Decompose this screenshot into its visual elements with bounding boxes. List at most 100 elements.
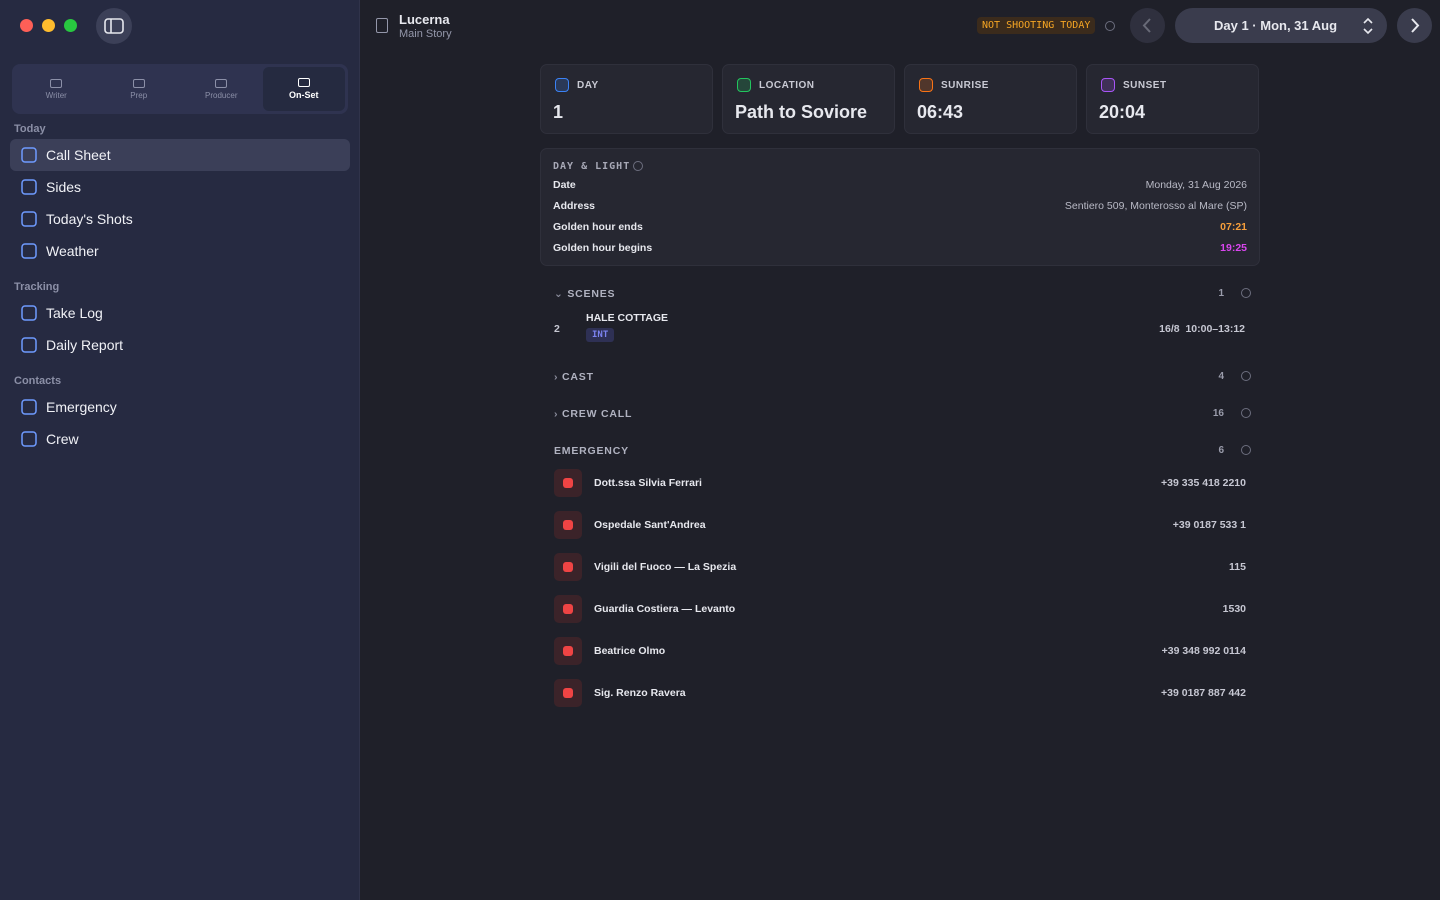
info-icon[interactable] bbox=[633, 161, 643, 171]
scenes-header[interactable]: ⌄ SCENES 1 bbox=[554, 288, 1254, 300]
emergency-contact[interactable]: Sig. Renzo Ravera +39 0187 887 442 bbox=[554, 679, 1246, 707]
nav-section: Contacts Emergency Crew bbox=[10, 375, 350, 455]
nav-label: Call Sheet bbox=[46, 147, 111, 163]
section-heading: Tracking bbox=[14, 281, 60, 293]
mode-tab[interactable]: Producer bbox=[180, 67, 263, 111]
emergency-header: EMERGENCY 6 bbox=[554, 445, 1254, 457]
nav-item[interactable]: Take Log bbox=[10, 297, 350, 329]
mode-icon bbox=[50, 78, 63, 88]
info-icon[interactable] bbox=[1241, 371, 1251, 381]
mode-tab[interactable]: Writer bbox=[15, 67, 98, 111]
summary-icon bbox=[737, 78, 751, 92]
summary-icon bbox=[1101, 78, 1115, 92]
section-heading: Contacts bbox=[14, 375, 62, 387]
emergency-contact[interactable]: Ospedale Sant'Andrea +39 0187 533 1 bbox=[554, 511, 1246, 539]
contact-glyph bbox=[563, 562, 573, 572]
sidebar-toggle[interactable] bbox=[96, 8, 132, 44]
sidebar-icon bbox=[104, 18, 124, 34]
info-icon[interactable] bbox=[1241, 445, 1251, 455]
nav-item[interactable]: Emergency bbox=[10, 391, 350, 423]
summary-label: SUNRISE bbox=[941, 80, 989, 91]
crew-call-header[interactable]: › CREW CALL 16 bbox=[554, 408, 1254, 420]
previous-day-button[interactable] bbox=[1130, 8, 1165, 43]
scenes-count: 1 bbox=[1218, 288, 1224, 299]
mode-label: Writer bbox=[45, 90, 67, 100]
mode-tab[interactable]: Prep bbox=[98, 67, 181, 111]
nav-icon bbox=[21, 243, 37, 259]
emergency-contact[interactable]: Vigili del Fuoco — La Spezia 115 bbox=[554, 553, 1246, 581]
contact-icon bbox=[554, 511, 582, 539]
detail-label: Golden hour ends bbox=[553, 221, 643, 233]
nav-item[interactable]: Weather bbox=[10, 235, 350, 267]
info-icon[interactable] bbox=[1105, 21, 1115, 31]
emergency-count: 6 bbox=[1218, 445, 1224, 456]
summary-icon bbox=[555, 78, 569, 92]
nav-label: Crew bbox=[46, 431, 79, 447]
emergency-contact[interactable]: Beatrice Olmo +39 348 992 0114 bbox=[554, 637, 1246, 665]
detail-row: Golden hour begins 19:25 bbox=[553, 242, 1247, 263]
detail-row: Date Monday, 31 Aug 2026 bbox=[553, 179, 1247, 200]
mode-switcher: Writer Prep Producer On-Set bbox=[12, 64, 348, 114]
document-icon bbox=[376, 18, 388, 33]
mode-label: On-Set bbox=[288, 90, 319, 100]
contact-name: Guardia Costiera — Levanto bbox=[594, 603, 736, 615]
summary-icon bbox=[919, 78, 933, 92]
nav-item[interactable]: Daily Report bbox=[10, 329, 350, 361]
scene-schedule: 16/8 10:00–13:12 bbox=[1159, 323, 1245, 335]
contact-glyph bbox=[563, 520, 573, 530]
detail-label: Golden hour begins bbox=[553, 242, 653, 254]
detail-row: Address Sentiero 509, Monterosso al Mare … bbox=[553, 200, 1247, 221]
emergency-contact[interactable]: Dott.ssa Silvia Ferrari +39 335 418 2210 bbox=[554, 469, 1246, 497]
detail-row: Golden hour ends 07:21 bbox=[553, 221, 1247, 242]
mode-label: Producer bbox=[205, 90, 238, 100]
close-button[interactable] bbox=[20, 19, 33, 32]
info-icon[interactable] bbox=[1241, 408, 1251, 418]
nav-label: Take Log bbox=[46, 305, 103, 321]
zoom-button[interactable] bbox=[64, 19, 77, 32]
contact-phone: +39 348 992 0114 bbox=[1161, 645, 1246, 657]
summary-card: LOCATION Path to Soviore bbox=[722, 64, 895, 134]
status-badge: NOT SHOOTING TODAY bbox=[977, 17, 1096, 34]
cast-count: 4 bbox=[1218, 371, 1224, 382]
chevron-right bbox=[1411, 18, 1420, 33]
emergency-contact[interactable]: Guardia Costiera — Levanto 1530 bbox=[554, 595, 1246, 623]
day-selector[interactable]: Day 1 · Mon, 31 Aug bbox=[1175, 8, 1387, 43]
summary-label: DAY bbox=[577, 80, 599, 91]
nav-item[interactable]: Today's Shots bbox=[10, 203, 350, 235]
contact-name: Sig. Renzo Ravera bbox=[594, 687, 686, 699]
nav-item[interactable]: Sides bbox=[10, 171, 350, 203]
detail-value: 07:21 bbox=[1220, 221, 1247, 233]
day-light-card: DAY & LIGHT Date Monday, 31 Aug 2026 Addre… bbox=[540, 148, 1260, 266]
info-icon[interactable] bbox=[1241, 288, 1251, 298]
summary-value: 20:04 bbox=[1099, 102, 1146, 122]
nav-icon bbox=[21, 399, 37, 415]
chevron-left bbox=[1142, 18, 1151, 33]
summary-card: SUNRISE 06:43 bbox=[904, 64, 1077, 134]
mode-label: Prep bbox=[130, 90, 148, 100]
next-day-button[interactable] bbox=[1397, 8, 1432, 43]
summary-label: SUNSET bbox=[1123, 80, 1167, 91]
section-heading: Today bbox=[14, 123, 46, 135]
mode-tab[interactable]: On-Set bbox=[262, 67, 345, 111]
nav-section: Tracking Take Log Daily Report bbox=[10, 281, 350, 361]
detail-label: Address bbox=[553, 200, 596, 212]
contact-icon bbox=[554, 595, 582, 623]
nav-label: Daily Report bbox=[46, 337, 124, 353]
updown-icon bbox=[1363, 17, 1373, 35]
nav-icon bbox=[21, 305, 37, 321]
nav-icon bbox=[21, 147, 37, 163]
contact-phone: +39 335 418 2210 bbox=[1161, 477, 1246, 489]
sidebar: Writer Prep Producer On-Set Today Call Sheet… bbox=[0, 0, 360, 900]
crew-call-count: 16 bbox=[1212, 408, 1224, 419]
nav-icon bbox=[21, 179, 37, 195]
project-title: Lucerna bbox=[399, 12, 450, 27]
nav-icon bbox=[21, 211, 37, 227]
summary-card: SUNSET 20:04 bbox=[1086, 64, 1259, 134]
contact-phone: 115 bbox=[1229, 561, 1246, 573]
summary-value: 06:43 bbox=[917, 102, 964, 122]
nav-item[interactable]: Crew bbox=[10, 423, 350, 455]
minimize-button[interactable] bbox=[42, 19, 55, 32]
cast-header[interactable]: › CAST 4 bbox=[554, 371, 1254, 383]
nav-item[interactable]: Call Sheet bbox=[10, 139, 350, 171]
